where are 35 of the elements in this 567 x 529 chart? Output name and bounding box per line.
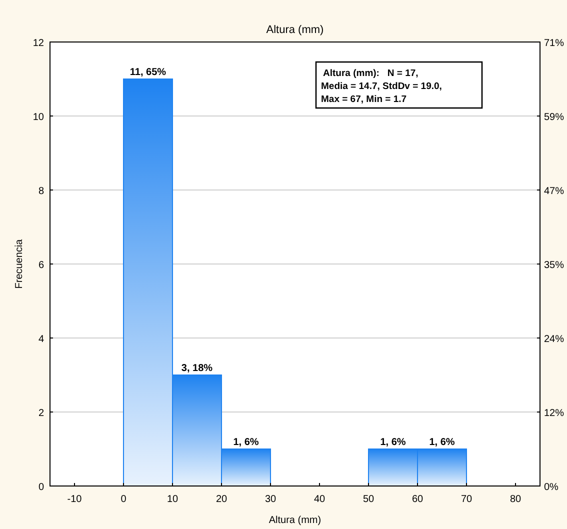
- y-tick-label: 4: [38, 334, 44, 345]
- x-tick-label: 10: [166, 494, 178, 505]
- y2-tick-label: 35%: [544, 260, 564, 272]
- x-tick-label: 40: [314, 494, 326, 505]
- data-label: 1, 6%: [380, 437, 406, 448]
- x-tick-label: 0: [120, 494, 127, 505]
- y-axis-title: Frecuencia: [14, 238, 25, 289]
- y2-tick-label: 71%: [544, 38, 564, 49]
- annotation: Altura (mm): N = 17,: [323, 68, 418, 79]
- y-tick-label: 2: [38, 408, 44, 419]
- data-label: 11, 65%: [130, 67, 166, 78]
- y-tick-label: 6: [38, 260, 44, 271]
- y-tick-label: 12: [32, 38, 44, 49]
- y2-tick-label: 59%: [544, 112, 564, 124]
- x-axis-title: Altura (mm): [268, 515, 322, 526]
- x-tick-label: 30: [264, 494, 276, 505]
- data-label: 3, 18%: [181, 363, 213, 374]
- x-tick-label: 80: [510, 494, 522, 505]
- data-label: 1, 6%: [233, 437, 259, 448]
- y2-tick-label: 24%: [544, 334, 564, 345]
- annotation: Max = 67, Min = 1.7: [321, 94, 407, 105]
- x-tick-label: 60: [412, 494, 424, 505]
- y2-tick-label: 12%: [544, 408, 564, 420]
- y2-tick-label: 47%: [544, 186, 564, 197]
- y-tick-label: 10: [32, 112, 44, 123]
- y2-tick-label: 0%: [544, 482, 559, 493]
- y-tick-label: 8: [38, 186, 44, 197]
- annotation: Media = 14.7, StdDv = 19.0,: [321, 81, 442, 92]
- x-tick-label: 20: [216, 494, 228, 505]
- chart-title: Altura (mm): [266, 24, 324, 36]
- x-tick-label: 70: [460, 494, 472, 505]
- data-label: 1, 6%: [429, 437, 455, 448]
- x-tick-label: 50: [362, 494, 374, 505]
- x-tick-label: -10: [67, 494, 82, 505]
- y-tick-label: 0: [38, 482, 44, 493]
